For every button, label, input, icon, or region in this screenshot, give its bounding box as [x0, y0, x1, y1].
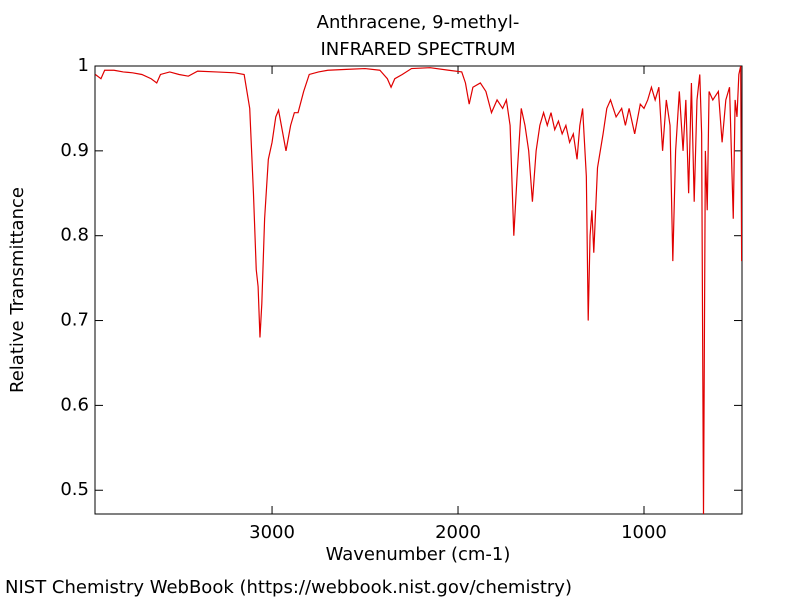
- x-tick-label: 1000: [621, 522, 667, 543]
- y-tick-label: 0.8: [60, 225, 89, 246]
- footer: NIST Chemistry WebBook (https://webbook.…: [5, 577, 572, 598]
- y-tick-label: 0.6: [60, 394, 89, 415]
- y-axis-label: Relative Transmittance: [7, 187, 28, 393]
- y-tick-label: 0.5: [60, 479, 89, 500]
- spectrum-line: [95, 66, 742, 514]
- y-tick-label: 1: [78, 55, 89, 76]
- y-tick-label: 0.9: [60, 140, 89, 161]
- chart-subtitle: INFRARED SPECTRUM: [320, 39, 515, 60]
- x-tick-label: 2000: [435, 522, 481, 543]
- x-axis-label: Wavenumber (cm-1): [326, 544, 511, 565]
- chart-title: Anthracene, 9-methyl-: [317, 12, 520, 33]
- x-tick-label: 3000: [249, 522, 295, 543]
- y-tick-label: 0.7: [60, 310, 89, 331]
- plot-frame: [94, 65, 743, 515]
